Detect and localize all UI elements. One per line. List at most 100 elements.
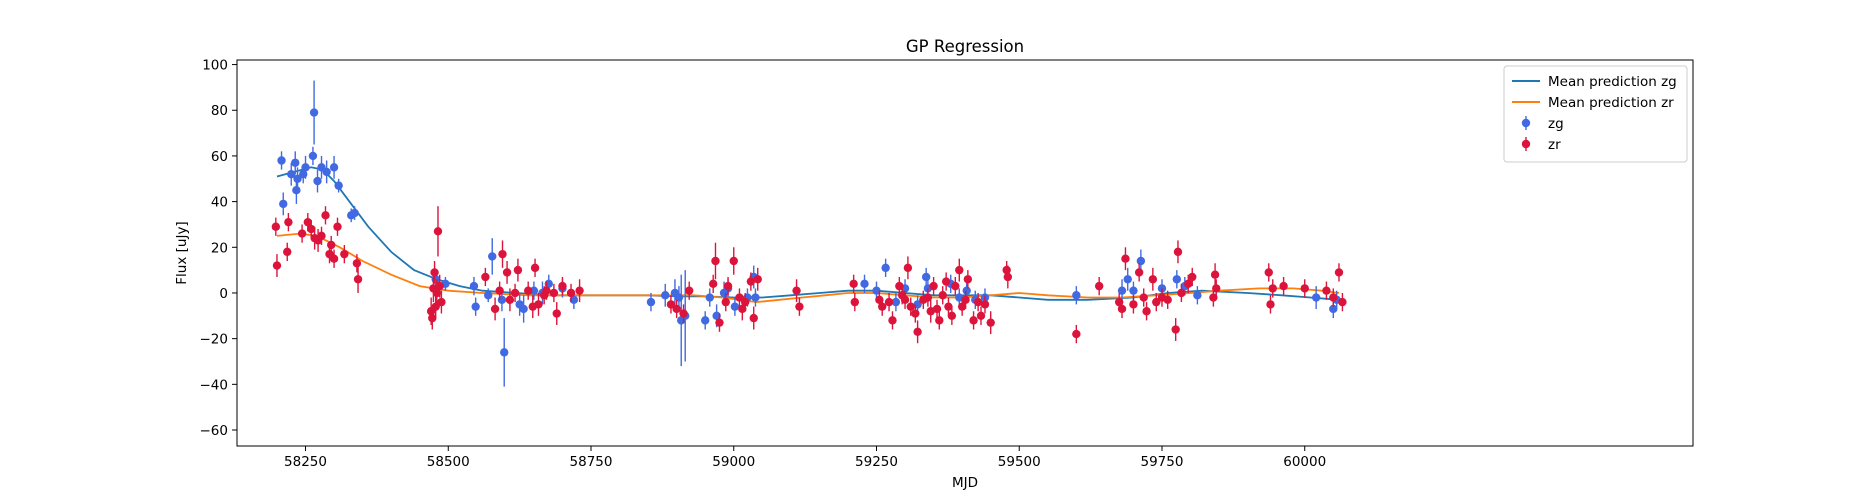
zr-point [947,311,957,321]
x-tick-label: 58250 [284,454,327,470]
zr-point [558,281,567,291]
zr-point [746,277,756,286]
zr-point [875,295,884,305]
legend-zg-label: zg [1548,116,1564,132]
zr-point [911,309,920,318]
zr-point [884,297,894,307]
zr-point [938,291,947,300]
zr-point [973,297,983,307]
zr-point [723,281,733,291]
zr-point [329,254,339,263]
zr-point [1002,265,1011,275]
zg-point [313,176,322,186]
zr-point [530,263,540,273]
zr-point [955,265,964,275]
zr-point [284,217,293,227]
zr-point [437,297,446,307]
zg-point [751,293,760,302]
zr-point [327,240,336,250]
zr-point [271,222,281,231]
zr-point [1184,279,1193,289]
zr-point [749,313,758,323]
zr-point [1003,272,1013,282]
y-tick-label: 60 [211,149,228,165]
zr-point [963,275,973,284]
zr-point [1188,272,1197,282]
zr-point [433,227,443,236]
zr-point [481,272,490,282]
zr-point [283,247,292,257]
zg-point [500,348,509,357]
y-tick-label: 0 [219,286,228,302]
zr-point [428,313,437,323]
zr-point [878,302,887,311]
legend-zr-label: zr [1548,137,1561,153]
zg-point [1072,291,1081,300]
zg-point [287,170,296,179]
legend-mean-prediction-zg-label: Mean prediction zg [1548,74,1677,90]
zr-point [929,281,938,291]
zr-point [1094,281,1104,291]
zr-point [711,256,720,266]
zr-point [685,286,694,295]
zr-point [672,304,681,314]
zr-point [715,318,724,327]
zr-point [792,286,801,295]
zr-point [1279,281,1288,291]
zr-point [513,265,523,275]
legend-mean-prediction-zr-label: Mean prediction zr [1548,95,1674,111]
zg-point [322,167,331,177]
zr-point [795,302,804,311]
zr-point [1114,297,1124,307]
x-tick-label: 59750 [1141,454,1184,470]
x-tick-label: 59250 [855,454,898,470]
zg-point [350,208,359,218]
zr-point [352,259,362,268]
zr-point [1129,300,1138,309]
zg-point [519,304,528,314]
zr-point [524,286,533,295]
zr-point [505,295,515,305]
zr-point [575,286,584,295]
zg-point [488,252,497,261]
zr-point [666,300,676,309]
zg-point [469,281,479,291]
legend-box [1503,65,1688,163]
zr-point [1322,286,1331,295]
zg-point [1123,275,1132,284]
zg-point [301,163,310,172]
zg-point [1136,256,1146,266]
zr-point [353,275,363,284]
zg-point [661,291,670,300]
zr-point [980,300,990,309]
y-tick-label: 40 [211,195,228,211]
zr-point [903,263,913,273]
zr-point [895,281,904,291]
zr-point [1266,300,1275,309]
zr-point [986,318,995,327]
zg-point [1329,304,1338,314]
y-tick-label: 80 [211,103,228,119]
zr-point [906,302,915,311]
y-axis: −60 −40 −20 0 20 40 60 80 100 [200,58,237,439]
zr-point [542,286,551,295]
zr-point [976,311,986,321]
zr-point [850,297,860,307]
zr-point [913,327,922,336]
zr-point [935,316,944,325]
x-tick-label: 59500 [998,454,1041,470]
zr-point [1173,247,1183,257]
zr-point [1300,284,1309,293]
x-axis: 58250 58500 58750 59000 59250 59500 59750 60000 [284,446,1326,470]
y-tick-label: −20 [200,332,229,348]
zg-point [891,297,901,307]
zr-point [1139,293,1148,302]
zg-point [1117,286,1127,295]
zg-point [860,279,869,289]
zr-point [923,293,933,302]
zr-point [317,231,326,241]
zr-point [321,211,330,220]
zg-point [484,291,493,300]
x-tick-label: 60000 [1283,454,1326,470]
zg-point [1157,284,1167,293]
